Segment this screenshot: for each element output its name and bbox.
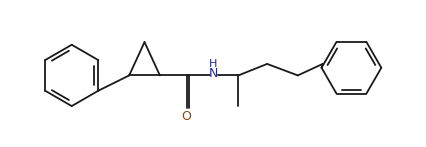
Text: O: O <box>181 110 191 123</box>
Text: N: N <box>208 67 218 80</box>
Text: H: H <box>209 59 217 69</box>
